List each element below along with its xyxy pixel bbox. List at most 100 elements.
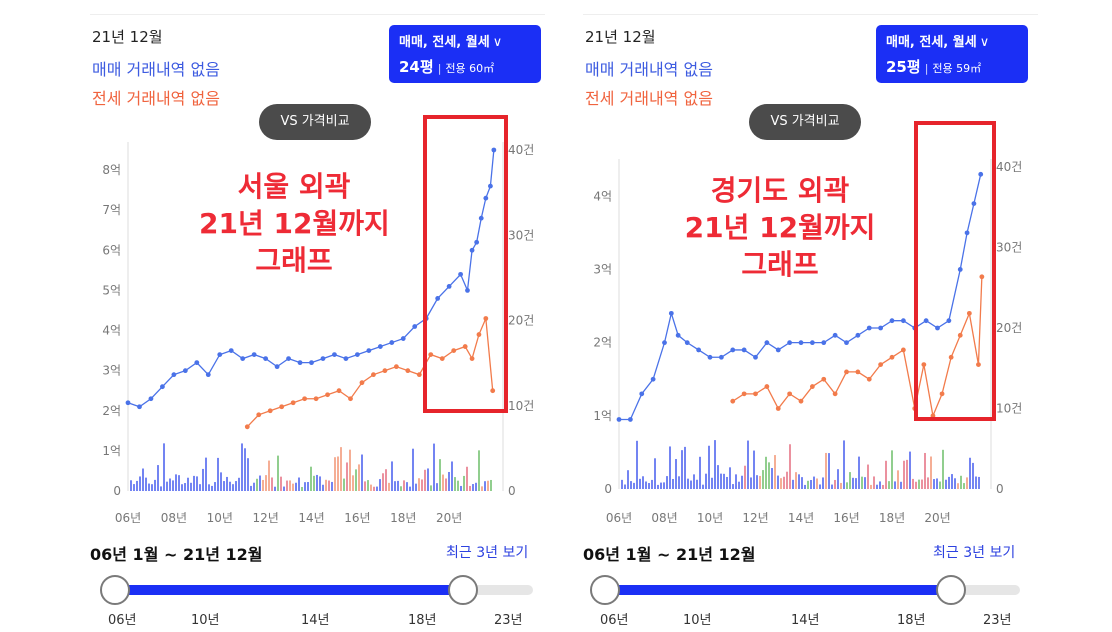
volume-bar	[753, 450, 755, 489]
volume-bar	[684, 446, 686, 489]
volume-bar	[858, 456, 860, 489]
volume-bar	[346, 462, 348, 491]
data-point	[458, 271, 463, 277]
recent-3y-link[interactable]: 최근 3년 보기	[933, 545, 1016, 561]
period-label: 06년 1월 ~ 21년 12월	[90, 545, 263, 564]
recent-3y-link[interactable]: 최근 3년 보기	[446, 545, 529, 561]
data-point	[348, 396, 353, 402]
data-point	[366, 348, 372, 353]
volume-bar	[918, 479, 920, 489]
volume-bar	[957, 483, 959, 489]
volume-bar	[702, 484, 704, 489]
volume-bar	[963, 483, 965, 489]
volume-bar	[241, 443, 243, 491]
volume-bar	[873, 476, 875, 489]
sale-none-label: 매매 거래내역 없음	[92, 60, 220, 79]
deal-type-selector[interactable]: 매매, 전세, 월세 ∨ 24평 | 전용 60㎡	[389, 25, 541, 83]
slider-tick: 23년	[983, 613, 1012, 628]
volume-bar	[430, 485, 432, 491]
volume-bar	[951, 474, 953, 489]
data-point	[798, 340, 804, 346]
data-point	[451, 348, 457, 353]
volume-bar	[627, 470, 629, 489]
volume-bar	[678, 476, 680, 489]
volume-bar	[687, 478, 689, 489]
volume-bar	[969, 457, 971, 489]
volume-bar	[810, 480, 812, 489]
deal-type-selector[interactable]: 매매, 전세, 월세 ∨ 25평 | 전용 59㎡	[876, 25, 1028, 83]
slider-tick: 14년	[791, 613, 820, 628]
volume-bar	[882, 484, 884, 489]
data-point	[435, 296, 441, 301]
volume-bar	[855, 478, 857, 489]
data-point	[171, 372, 177, 378]
data-point	[279, 404, 285, 410]
vs-compare-button[interactable]: VS 가격비교	[259, 104, 371, 140]
volume-bar	[651, 479, 653, 489]
volume-bar	[621, 479, 623, 489]
volume-bar	[759, 475, 761, 489]
volume-bar	[954, 478, 956, 489]
data-point	[263, 356, 269, 362]
volume-bar	[669, 446, 671, 489]
vs-compare-button[interactable]: VS 가격비교	[749, 104, 861, 140]
volume-bar	[280, 476, 282, 491]
top-divider	[583, 14, 1038, 15]
volume-bar	[867, 464, 869, 489]
data-point	[707, 354, 713, 360]
volume-bar	[406, 482, 408, 491]
data-point	[160, 384, 165, 390]
slider-end-handle[interactable]	[936, 575, 966, 605]
data-point	[889, 354, 895, 360]
y-tick-label: 1억	[102, 444, 121, 458]
x-tick-label: 08년	[161, 511, 187, 525]
y2-tick-label: 10건	[996, 402, 1022, 416]
volume-bar	[681, 450, 683, 489]
volume-bar	[355, 469, 357, 491]
data-point	[478, 215, 484, 221]
data-point	[696, 347, 702, 353]
volume-bar	[187, 477, 189, 491]
data-point	[809, 340, 815, 346]
volume-bar	[208, 484, 210, 491]
slider-tick: 06년	[600, 613, 629, 628]
volume-bar	[283, 486, 285, 491]
volume-bar	[801, 477, 803, 489]
volume-bar	[472, 484, 474, 491]
volume-bar	[154, 479, 156, 491]
volume-bar	[939, 481, 941, 489]
volume-bar	[313, 475, 315, 491]
slider-start-handle[interactable]	[100, 575, 130, 605]
highlight-box	[423, 115, 508, 413]
volume-bar	[433, 443, 435, 491]
volume-bar	[250, 485, 252, 491]
data-point	[741, 347, 747, 353]
volume-bar	[822, 477, 824, 489]
pyeong-label: 24평	[399, 58, 434, 76]
volume-bar	[735, 474, 737, 489]
volume-bar	[211, 485, 213, 491]
data-point	[476, 332, 482, 337]
data-point	[309, 360, 314, 366]
volume-bar	[298, 477, 300, 491]
volume-bar	[927, 477, 929, 489]
x-tick-label: 14년	[788, 511, 814, 525]
volume-bar	[756, 475, 758, 489]
volume-bar	[897, 470, 899, 489]
slider-start-handle[interactable]	[590, 575, 620, 605]
data-point	[251, 352, 257, 357]
data-point	[490, 388, 496, 394]
volume-bar	[930, 456, 932, 489]
data-point	[474, 239, 480, 245]
slider-end-handle[interactable]	[448, 575, 478, 605]
volume-bar	[831, 484, 833, 489]
data-point	[446, 284, 452, 289]
data-point	[844, 369, 849, 375]
volume-bar	[933, 479, 935, 489]
y2-tick-label: 20건	[996, 321, 1022, 335]
data-point	[684, 340, 690, 346]
x-tick-label: 06년	[115, 511, 141, 525]
data-point	[286, 356, 291, 362]
data-point	[325, 392, 330, 398]
data-point	[616, 417, 622, 422]
